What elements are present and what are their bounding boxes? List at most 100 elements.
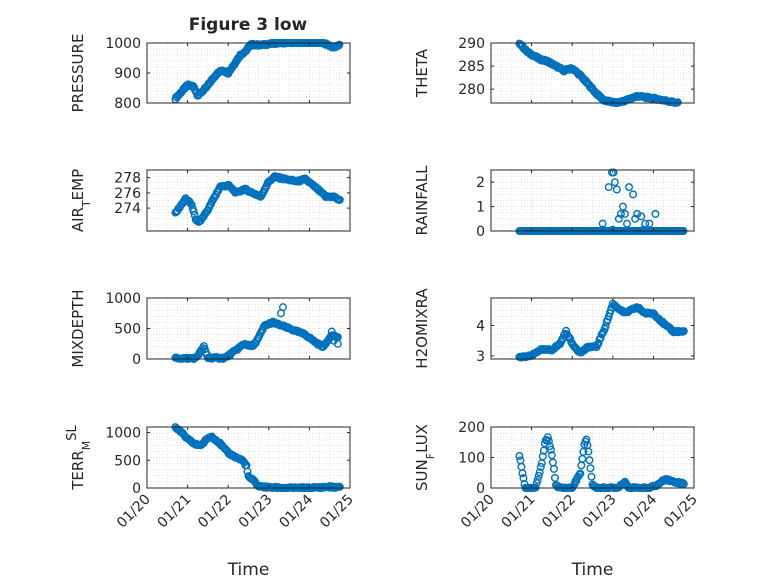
y-axis-label: THETA (413, 48, 431, 98)
data-point (678, 479, 687, 488)
y-tick-label: 900 (114, 66, 141, 82)
data-point (620, 209, 629, 218)
y-tick-label: 800 (114, 96, 141, 112)
data-point (679, 327, 688, 336)
data-point (679, 480, 688, 489)
data-point (604, 183, 613, 192)
data-point (612, 185, 621, 194)
data-point (534, 471, 543, 480)
axes-box (490, 42, 695, 104)
axes-box (146, 426, 351, 489)
y-tick-label: 500 (114, 322, 141, 338)
subplot-rainfall: 0 1 2 RAINFALL (413, 165, 695, 240)
data-point (518, 469, 527, 478)
data-point (594, 338, 603, 347)
data-point (333, 339, 342, 348)
data-point (585, 456, 594, 465)
data-point (584, 447, 593, 456)
y-tick-label: 1000 (105, 36, 141, 52)
data-point (186, 199, 195, 208)
data-point (545, 442, 554, 451)
data-point (535, 468, 544, 477)
subplot-mixdepth: 0 500 1000 MIXDEPTH (69, 289, 351, 368)
y-tick-label: 3 (476, 349, 485, 365)
axes-box (490, 297, 695, 360)
data-point (645, 219, 654, 228)
y-tick-label: 290 (458, 36, 485, 52)
data-point (596, 334, 605, 343)
data-point (639, 225, 648, 234)
y-tick-label: 280 (458, 82, 485, 98)
data-point (614, 214, 623, 223)
data-point (543, 433, 552, 442)
data-point (637, 212, 646, 221)
data-point (598, 225, 607, 234)
data-point (547, 451, 556, 460)
data-point (673, 98, 682, 107)
y-tick-label: 0 (476, 224, 485, 240)
y-tick-label: 1000 (105, 291, 141, 307)
data-point (616, 209, 625, 218)
data-point (538, 452, 547, 461)
y-tick-label: 4 (476, 318, 485, 334)
data-point (327, 327, 336, 336)
y-tick-label: 0 (476, 481, 485, 497)
data-point (633, 209, 642, 218)
data-point (335, 195, 344, 204)
subplot-h2omixra: 3 4 H2OMIXRA (413, 288, 695, 369)
y-tick-label: 276 (114, 186, 141, 202)
y-tick-label: 0 (132, 352, 141, 368)
data-point (595, 335, 604, 344)
data-point (582, 435, 591, 444)
y-axis-label: TERRMSL (65, 424, 93, 490)
y-tick-label: 2 (476, 175, 485, 191)
axes-box (490, 169, 695, 232)
data-point (610, 178, 619, 187)
y-axis-label: AIRTEMP (69, 169, 93, 232)
data-point (618, 202, 627, 211)
y-tick-label: 200 (458, 420, 485, 436)
data-point (623, 219, 632, 228)
data-point (544, 437, 553, 446)
y-tick-label: 285 (458, 59, 485, 75)
subplot-pressure: 800 900 1000 PRESSURE (69, 34, 351, 113)
y-tick-label: 0 (132, 481, 141, 497)
y-tick-label: 274 (114, 201, 141, 217)
data-point (536, 462, 545, 471)
data-point (586, 464, 595, 473)
data-point (608, 225, 617, 234)
y-axis-label: SUNFLUX (413, 424, 437, 491)
data-point (625, 183, 634, 192)
data-point (629, 190, 638, 199)
y-tick-label: 1000 (105, 426, 141, 442)
data-point (549, 464, 558, 473)
y-tick-label: 500 (114, 453, 141, 469)
data-point (533, 475, 542, 484)
subplot-theta: 280 285 290 THETA (413, 36, 695, 107)
data-point (189, 207, 198, 216)
x-axis-label: Time (571, 560, 614, 580)
y-tick-label: 1 (476, 200, 485, 216)
figure-title: Figure 3 low (189, 15, 308, 35)
data-point (515, 451, 524, 460)
y-axis-label: PRESSURE (69, 34, 87, 113)
data-point (576, 469, 585, 478)
data-point (579, 447, 588, 456)
y-axis-label: RAINFALL (413, 165, 431, 236)
data-point (546, 445, 555, 454)
y-axis-label: H2OMIXRA (413, 288, 431, 369)
data-point (609, 168, 618, 177)
data-point (335, 40, 344, 49)
axes-box (146, 169, 351, 232)
y-tick-label: 278 (114, 171, 141, 187)
data-point (276, 309, 285, 318)
data-point (572, 477, 581, 486)
data-point (565, 333, 574, 342)
data-point (587, 472, 596, 481)
y-tick-label: 100 (458, 451, 485, 467)
data-point (532, 479, 541, 488)
data-point (651, 209, 660, 218)
x-axis-label: Time (227, 560, 270, 580)
